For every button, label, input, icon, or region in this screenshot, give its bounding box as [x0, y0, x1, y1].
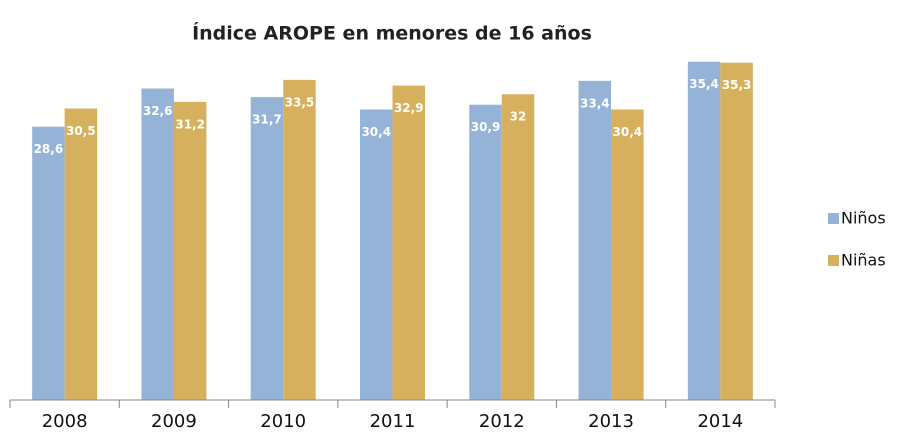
value-label: 35,4 [689, 77, 719, 91]
x-tick-label: 2012 [479, 411, 525, 432]
value-label: 32,9 [394, 101, 424, 115]
bar [360, 109, 393, 400]
value-label: 32 [510, 110, 527, 124]
legend-label: Niñas [841, 251, 886, 270]
value-label: 31,2 [175, 117, 205, 131]
bar [283, 79, 316, 400]
bar [32, 126, 65, 400]
value-label: 33,5 [285, 95, 315, 109]
value-label: 30,4 [613, 125, 643, 139]
bar [392, 85, 425, 400]
bar [141, 88, 174, 400]
value-label: 30,9 [471, 120, 501, 134]
x-tick-label: 2010 [260, 411, 306, 432]
bar [578, 80, 612, 400]
x-tick-label: 2009 [151, 411, 197, 432]
value-label: 31,7 [252, 113, 282, 127]
bar [611, 109, 644, 400]
x-tick-label: 2013 [588, 411, 634, 432]
legend-swatch [828, 255, 839, 266]
x-tick-label: 2011 [370, 411, 416, 432]
legend-label: Niños [841, 209, 886, 228]
value-label: 30,5 [66, 124, 96, 138]
bar [469, 104, 502, 400]
bar [501, 94, 535, 400]
value-label: 32,6 [143, 104, 173, 118]
x-tick-label: 2008 [42, 411, 88, 432]
legend-swatch [828, 213, 839, 224]
value-label: 28,6 [34, 142, 64, 156]
bar [687, 61, 721, 400]
bar [250, 97, 284, 400]
value-label: 33,4 [580, 96, 610, 110]
bar [720, 62, 753, 400]
x-tick-label: 2014 [697, 411, 743, 432]
bar [64, 108, 98, 401]
value-label: 30,4 [361, 125, 391, 139]
value-label: 35,3 [722, 78, 752, 92]
bar [173, 101, 207, 400]
chart-title: Índice AROPE en menores de 16 años [192, 22, 592, 45]
